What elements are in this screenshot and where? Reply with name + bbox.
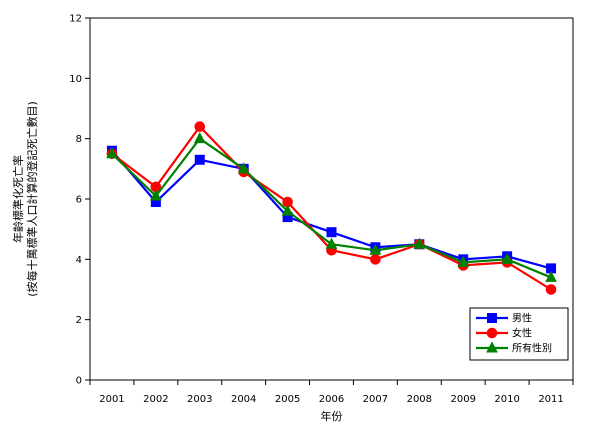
data-point xyxy=(325,237,338,249)
y-axis-title-line-1: 年齡標準化死亡率 xyxy=(11,155,25,243)
data-point xyxy=(326,227,337,238)
legend-marker xyxy=(487,313,497,323)
legend-label: 所有性別 xyxy=(512,342,552,355)
data-point xyxy=(193,132,206,144)
series-line xyxy=(111,124,552,291)
series-line xyxy=(111,137,552,279)
x-tick-label: 2007 xyxy=(363,394,388,405)
x-tick-label: 2003 xyxy=(187,394,212,405)
legend-label: 男性 xyxy=(512,312,532,325)
data-point xyxy=(370,254,381,265)
x-tick-label: 2011 xyxy=(538,394,563,405)
y-tick-label: 2 xyxy=(76,315,82,326)
data-point xyxy=(150,189,162,201)
legend-marker xyxy=(486,327,498,339)
y-tick-label: 10 xyxy=(69,74,82,85)
series-triangle xyxy=(106,132,557,282)
y-tick-label: 6 xyxy=(76,195,82,206)
x-tick-label: 2006 xyxy=(319,394,344,405)
data-point xyxy=(106,147,118,159)
data-point xyxy=(194,121,206,132)
y-tick-label: 8 xyxy=(76,134,82,145)
data-point xyxy=(545,270,557,282)
data-point xyxy=(369,243,382,255)
series-circle xyxy=(106,121,557,295)
x-tick-label: 2002 xyxy=(143,394,168,405)
series-layer xyxy=(106,121,557,295)
x-tick-label: 2004 xyxy=(231,394,256,405)
y-axis-title-line-2: (按每十萬標準人口計算的登記死亡數目) xyxy=(25,101,39,297)
axes: 0 2 4 6 8 10 12 2001 2002 2003 2004 2005 2006 2007 200… xyxy=(69,14,574,405)
legend-marker xyxy=(486,341,498,353)
data-point xyxy=(457,255,470,267)
x-tick-label: 2005 xyxy=(275,394,300,405)
x-tick-label: 2008 xyxy=(407,394,432,405)
x-tick-label: 2010 xyxy=(494,394,519,405)
y-axis-title: 年齡標準化死亡率 (按每十萬標準人口計算的登記死亡數目) xyxy=(11,101,39,297)
x-tick-label: 2001 xyxy=(99,394,124,405)
x-tick-label: 2009 xyxy=(451,394,476,405)
y-tick-label: 12 xyxy=(69,14,82,25)
x-axis-title: 年份 xyxy=(321,409,343,423)
data-point xyxy=(281,204,294,216)
data-point xyxy=(194,154,205,165)
data-point xyxy=(545,284,557,295)
y-tick-label: 0 xyxy=(76,376,82,387)
y-tick-label: 4 xyxy=(76,255,82,266)
data-point xyxy=(413,237,426,249)
data-point xyxy=(501,252,513,264)
data-point xyxy=(237,162,250,174)
legend-label: 女性 xyxy=(512,327,532,340)
